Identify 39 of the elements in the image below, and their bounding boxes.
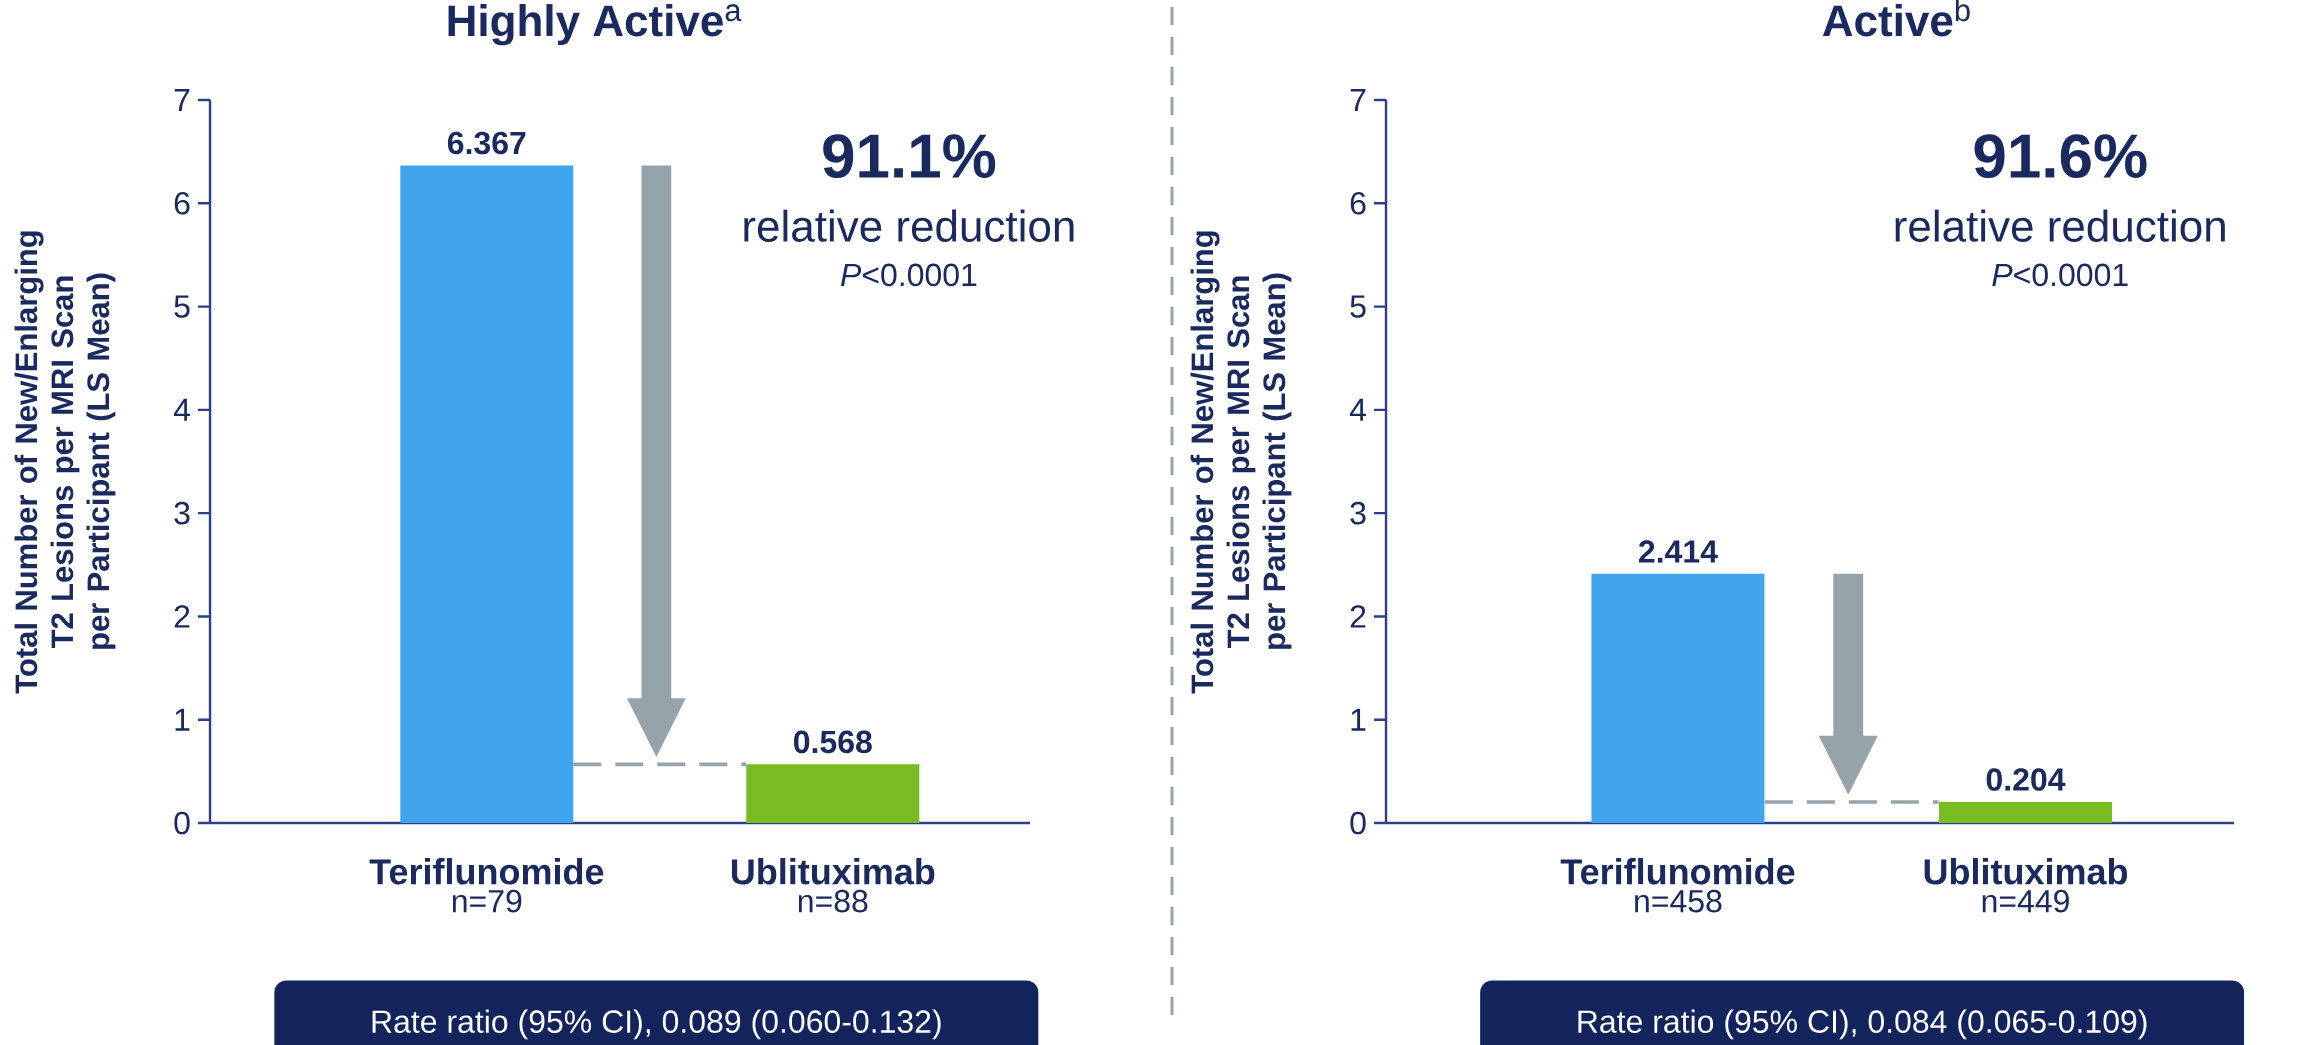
y-tick-label: 7: [1350, 89, 1366, 112]
text: Rate ratio (95% CI), 0.089 (0.060-0.132): [372, 1009, 941, 1040]
y-tick-label: 1: [175, 708, 190, 731]
data-label: 0.204: [1986, 768, 2066, 791]
y-axis-title: Total Number of New/Enlarging T2 Lesions per MRI Scan per Participant (LS Mean): [14, 231, 116, 694]
y-tick-label: 2: [1350, 605, 1366, 628]
annotation: 91.1%: [823, 134, 996, 179]
text: n=88: [798, 889, 868, 913]
y-tick-label: 5: [174, 295, 190, 318]
data-label: 2.414: [1639, 540, 1718, 563]
annotation: 91.6%: [1974, 134, 2147, 179]
y-tick-label: 2: [174, 605, 190, 628]
text: n=79: [452, 889, 522, 913]
y-tick-label: 3: [1350, 501, 1366, 525]
text: n=449: [1982, 889, 2069, 913]
y-tick-label: 6: [174, 191, 190, 215]
y-axis-title: Total Number of New/Enlarging T2 Lesions per MRI Scan per Participant (LS Mean): [1190, 231, 1292, 694]
y-tick-label: 0: [1350, 811, 1366, 835]
y-tick-label: 6: [1350, 191, 1366, 215]
x-tick-label: Teriflunomide: [1560, 858, 1795, 885]
y-tick-label: 4: [173, 398, 190, 421]
text: n=458: [1635, 889, 1722, 913]
annotation: P<0.0001: [840, 263, 977, 287]
y-tick-label: 5: [1350, 295, 1366, 318]
y-tick-label: 3: [174, 501, 190, 525]
x-tick-label: Ublituximab: [1924, 858, 2128, 885]
text: Rate ratio (95% CI), 0.084 (0.065-0.109): [1578, 1009, 2147, 1040]
x-tick-label: Ublituximab: [731, 858, 935, 885]
x-tick-label: Teriflunomide: [369, 858, 604, 885]
y-tick-label: 4: [1349, 398, 1366, 421]
y-tick-label: 7: [174, 89, 190, 112]
y-tick-label: 1: [1351, 708, 1366, 731]
annotation: relative reduction: [744, 209, 1074, 242]
data-label: 6.367: [447, 131, 526, 155]
data-label: 0.568: [794, 730, 872, 754]
annotation: relative reduction: [1895, 209, 2225, 242]
y-tick-label: 0: [174, 811, 190, 835]
annotation: P<0.0001: [1992, 263, 2128, 287]
chart-title: Highly Active$^{a}$: [448, 4, 742, 46]
